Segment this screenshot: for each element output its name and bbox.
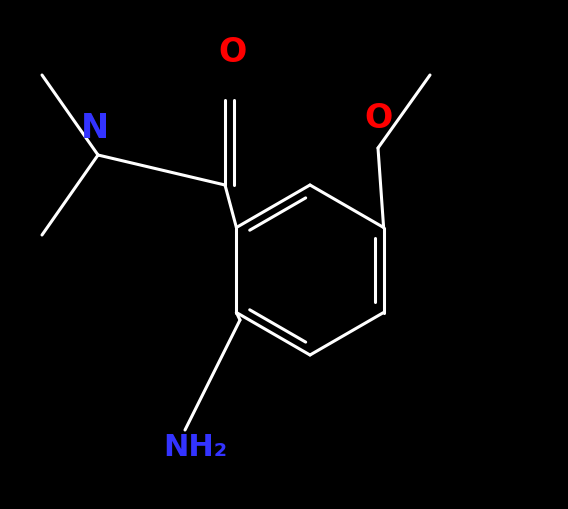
Text: N: N bbox=[81, 111, 109, 145]
Text: NH₂: NH₂ bbox=[163, 434, 227, 463]
Text: O: O bbox=[218, 36, 246, 69]
Text: O: O bbox=[364, 101, 392, 134]
